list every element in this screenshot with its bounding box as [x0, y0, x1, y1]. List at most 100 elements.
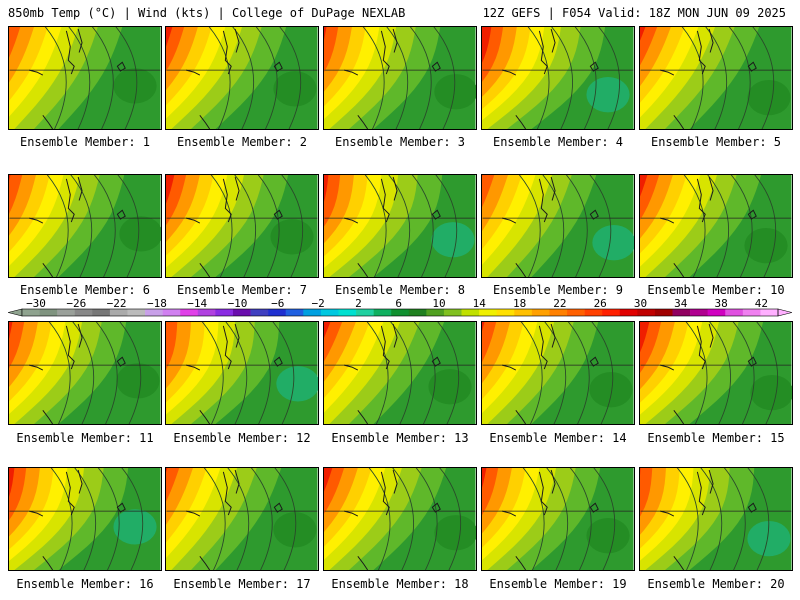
ensemble-member-label: Ensemble Member: 7 — [176, 283, 308, 297]
colorbar-tick-label: −26 — [66, 297, 86, 310]
temperature-field — [324, 468, 476, 570]
ensemble-member-label: Ensemble Member: 13 — [331, 431, 469, 445]
temperature-field — [166, 322, 318, 424]
ensemble-member-map[interactable] — [639, 467, 793, 571]
ensemble-member-label: Ensemble Member: 15 — [647, 431, 785, 445]
ensemble-member-label: Ensemble Member: 3 — [334, 135, 466, 149]
ensemble-member-label: Ensemble Member: 9 — [492, 283, 624, 297]
temperature-field — [640, 322, 792, 424]
colorbar-tick-label: 18 — [513, 297, 526, 310]
colorbar-tick-label: 2 — [355, 297, 362, 310]
ensemble-member-map[interactable] — [8, 321, 162, 425]
colorbar-tick-label: −6 — [271, 297, 284, 310]
colorbar-tick-label: −22 — [107, 297, 127, 310]
ensemble-member-map[interactable] — [639, 26, 793, 130]
ensemble-member-map[interactable] — [8, 174, 162, 278]
colorbar-swatch — [268, 309, 287, 316]
colorbar-min-arrow — [8, 308, 23, 317]
colorbar-swatch — [57, 309, 76, 316]
temperature-field — [324, 175, 476, 277]
ensemble-member-map[interactable] — [8, 467, 162, 571]
colorbar-tick-label: 10 — [432, 297, 445, 310]
ensemble-member-label: Ensemble Member: 17 — [173, 577, 311, 591]
temperature-field — [482, 468, 634, 570]
ensemble-member-map[interactable] — [165, 26, 319, 130]
colorbar-tick-label: −10 — [228, 297, 248, 310]
ensemble-member-label: Ensemble Member: 14 — [489, 431, 627, 445]
ensemble-member-map[interactable] — [323, 26, 477, 130]
colorbar-swatch — [127, 309, 146, 316]
ensemble-member-label: Ensemble Member: 8 — [334, 283, 466, 297]
temperature-field — [482, 322, 634, 424]
map-title: 850mb Temp (°C) | Wind (kts) | College o… — [8, 6, 406, 20]
ensemble-member-map[interactable] — [165, 174, 319, 278]
ensemble-member-label: Ensemble Member: 1 — [19, 135, 151, 149]
colorbar-swatch — [232, 309, 251, 316]
colorbar-max-arrow — [777, 308, 792, 317]
ensemble-member-label: Ensemble Member: 20 — [647, 577, 785, 591]
ensemble-member-label: Ensemble Member: 18 — [331, 577, 469, 591]
temperature-field — [324, 27, 476, 129]
temperature-field — [324, 322, 476, 424]
colorbar-swatch — [461, 309, 480, 316]
ensemble-member-map[interactable] — [639, 321, 793, 425]
ensemble-member-map[interactable] — [481, 321, 635, 425]
ensemble-member-label: Ensemble Member: 5 — [650, 135, 782, 149]
colorbar-tick-label: 42 — [755, 297, 768, 310]
temperature-field — [9, 322, 161, 424]
colorbar-tick-label: −14 — [187, 297, 207, 310]
ensemble-member-map[interactable] — [165, 321, 319, 425]
ensemble-member-map[interactable] — [323, 174, 477, 278]
temperature-field — [166, 468, 318, 570]
colorbar-swatch — [672, 309, 691, 316]
colorbar-swatch — [373, 309, 392, 316]
ensemble-member-map[interactable] — [165, 467, 319, 571]
colorbar-swatch — [197, 309, 216, 316]
colorbar-swatch — [22, 309, 40, 316]
colorbar-swatch — [408, 309, 427, 316]
colorbar-swatch — [180, 309, 199, 316]
colorbar-swatch — [74, 309, 93, 316]
colorbar-swatch — [707, 309, 726, 316]
ensemble-member-map[interactable] — [481, 467, 635, 571]
temperature-field — [9, 27, 161, 129]
colorbar-swatch — [584, 309, 603, 316]
colorbar-swatch — [426, 309, 445, 316]
temperature-field — [640, 175, 792, 277]
temperature-field — [482, 175, 634, 277]
ensemble-member-map[interactable] — [8, 26, 162, 130]
ensemble-member-label: Ensemble Member: 19 — [489, 577, 627, 591]
ensemble-member-map[interactable] — [639, 174, 793, 278]
colorbar-tick-label: −2 — [311, 297, 324, 310]
colorbar-tick-label: 14 — [473, 297, 487, 310]
colorbar-swatch — [654, 309, 673, 316]
colorbar-swatch — [637, 309, 656, 316]
colorbar-swatch — [760, 309, 779, 316]
ensemble-member-map[interactable] — [323, 467, 477, 571]
ensemble-member-map[interactable] — [481, 174, 635, 278]
colorbar-swatch — [602, 309, 621, 316]
temperature-field — [166, 27, 318, 129]
colorbar-swatch — [619, 309, 638, 316]
colorbar-swatch — [320, 309, 339, 316]
ensemble-member-map[interactable] — [323, 321, 477, 425]
model-run-info: 12Z GEFS | F054 Valid: 18Z MON JUN 09 20… — [482, 6, 786, 20]
ensemble-member-map[interactable] — [481, 26, 635, 130]
colorbar-swatch — [742, 309, 761, 316]
colorbar-swatch — [391, 309, 410, 316]
colorbar-swatch — [725, 309, 744, 316]
colorbar-swatch — [567, 309, 585, 316]
ensemble-member-label: Ensemble Member: 4 — [492, 135, 624, 149]
colorbar-swatch — [690, 309, 708, 316]
colorbar-tick-label: 38 — [714, 297, 727, 310]
colorbar-tick-label: −18 — [147, 297, 167, 310]
ensemble-member-label: Ensemble Member: 10 — [647, 283, 785, 297]
colorbar-swatch — [338, 309, 357, 316]
colorbar-swatch — [162, 309, 181, 316]
temperature-field — [640, 27, 792, 129]
colorbar-tick-label: 6 — [395, 297, 402, 310]
colorbar-tick-label: 30 — [634, 297, 647, 310]
temperature-field — [9, 175, 161, 277]
colorbar-swatch — [285, 309, 304, 316]
ensemble-member-label: Ensemble Member: 16 — [16, 577, 154, 591]
